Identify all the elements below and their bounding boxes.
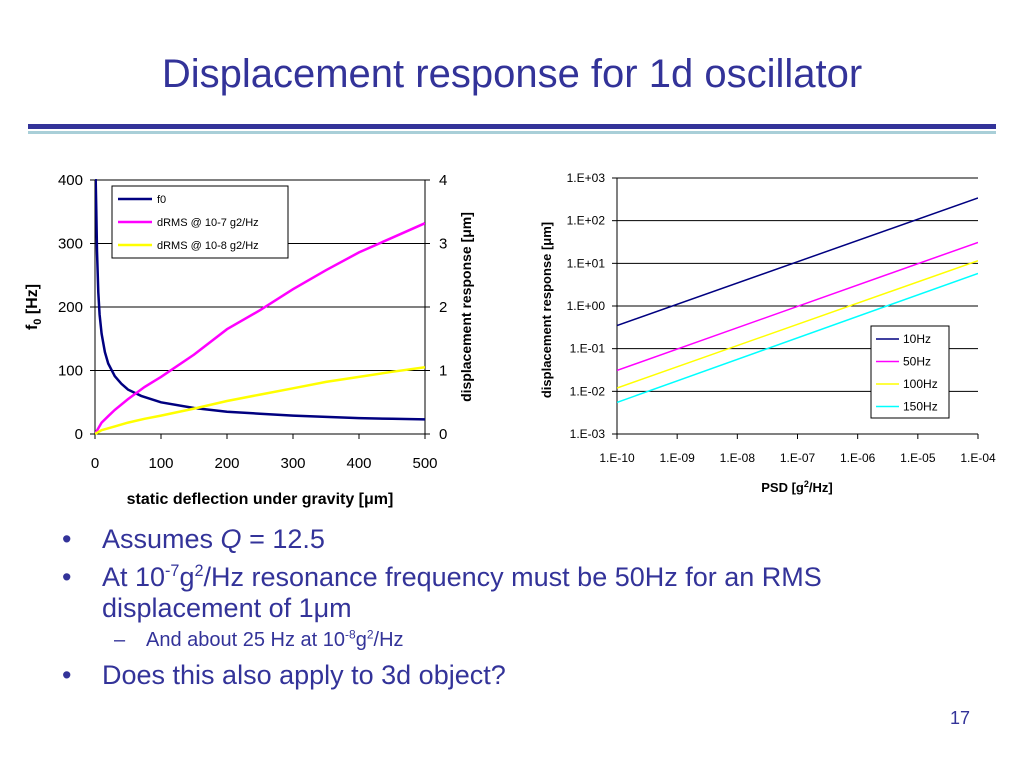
legend-label: 100Hz (903, 377, 938, 391)
legend-box (870, 325, 950, 419)
y2-tick-label: 1 (439, 363, 447, 380)
bullet-list: Assumes Q = 12.5 At 10-7g2/Hz resonance … (62, 524, 982, 698)
series-line-1 (95, 222, 425, 435)
bullet-resonance-frequency: At 10-7g2/Hz resonance frequency must be… (62, 562, 982, 624)
title-divider-thick (28, 124, 996, 129)
y-tick-label: 1.E+00 (567, 299, 606, 313)
legend-label: dRMS @ 10-8 g2/Hz (157, 240, 259, 252)
x-axis-label: static deflection under gravity [μm] (127, 491, 394, 508)
x-tick-label: 1.E-05 (900, 451, 936, 465)
y-tick-label: 1.E+02 (567, 214, 606, 228)
x-tick-label: 1.E-04 (960, 451, 996, 465)
x-tick-label: 400 (346, 455, 371, 472)
page-number: 17 (949, 708, 970, 728)
series-line-0 (95, 179, 425, 421)
y-tick-label: 1.E+03 (567, 171, 606, 185)
y-axis-label: f0 [Hz] (24, 284, 44, 330)
x-tick-label: 200 (214, 455, 239, 472)
y-tick-label: 1.E-03 (570, 427, 606, 441)
legend-box (111, 185, 289, 259)
x-tick-label: 500 (412, 455, 437, 472)
x-axis-label: PSD [g2/Hz] (761, 479, 832, 495)
y-tick-label: 1.E-02 (570, 384, 606, 398)
x-tick-label: 1.E-09 (659, 451, 695, 465)
y2-tick-label: 4 (439, 172, 447, 189)
title-divider-thin (28, 131, 996, 134)
y-tick-label: 0 (75, 426, 83, 443)
bullet-3d-object: Does this also apply to 3d object? (62, 660, 982, 691)
legend-label: 50Hz (903, 355, 931, 369)
y2-tick-label: 3 (439, 236, 447, 253)
x-tick-label: 1.E-08 (720, 451, 756, 465)
slide-title: Displacement response for 1d oscillator (161, 52, 863, 96)
x-tick-label: 1.E-10 (599, 451, 635, 465)
x-tick-label: 100 (148, 455, 173, 472)
series-line-3 (617, 272, 978, 404)
y2-tick-label: 0 (439, 426, 447, 443)
legend-label: dRMS @ 10-7 g2/Hz (157, 217, 259, 229)
y-tick-label: 1.E+01 (567, 256, 606, 270)
series-line-2 (95, 366, 425, 435)
legend-label: 150Hz (903, 400, 938, 414)
y2-tick-label: 2 (439, 299, 447, 316)
legend-label: 10Hz (903, 332, 931, 346)
y2-axis-label: displacement response [μm] (458, 212, 474, 402)
series-line-1 (617, 241, 978, 372)
y-axis-label: displacement response [μm] (539, 222, 554, 398)
sub-bullet-25hz: And about 25 Hz at 10-8g2/Hz (62, 628, 982, 652)
legend-label: f0 (157, 194, 166, 206)
x-tick-label: 1.E-07 (780, 451, 816, 465)
x-tick-label: 0 (91, 455, 99, 472)
bullet-assumes-q: Assumes Q = 12.5 (62, 524, 982, 555)
y-tick-label: 1.E-01 (570, 342, 606, 356)
series-line-2 (617, 259, 978, 389)
y-tick-label: 100 (58, 363, 83, 380)
x-tick-label: 300 (280, 455, 305, 472)
y-tick-label: 300 (58, 236, 83, 253)
y-tick-label: 400 (58, 172, 83, 189)
x-tick-label: 1.E-06 (840, 451, 876, 465)
y-tick-label: 200 (58, 299, 83, 316)
series-line-0 (617, 197, 978, 327)
